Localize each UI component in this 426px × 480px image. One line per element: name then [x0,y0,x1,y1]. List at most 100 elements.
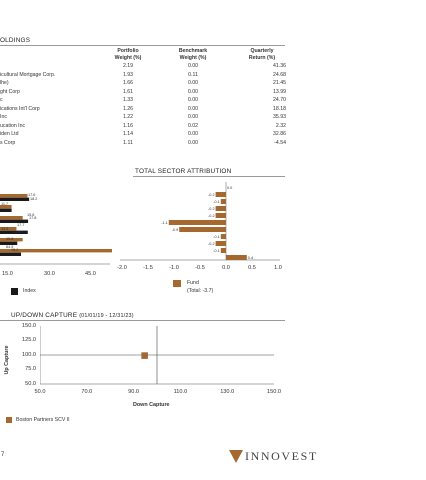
holding-name: c [0,97,3,103]
legend-fund-swatch [173,280,181,287]
holding-quarterly-return: 35.93 [273,114,286,120]
holding-benchmark-weight: 0.00 [187,88,199,95]
updown-x-tick: 130.0 [220,389,235,395]
holding-name: ght Corp [0,88,20,95]
left-value-label: 13.5 [1,227,8,231]
updown-points-group [141,352,148,359]
updown-y-tick: 100.0 [22,351,36,358]
legend-fund-total: (Total: -3.7) [187,288,214,294]
sector-value-label: -0.9 [172,228,179,232]
left-bar-index [0,219,29,223]
holding-name: ications Int'l Corp [0,105,40,112]
legend-index-label: Index [23,288,36,294]
holding-portfolio-weight: 1.22 [122,114,134,120]
updown-x-tick: 110.0 [173,389,188,395]
sector-bar [220,248,226,253]
col-header-quarterly-return-text: Quarterly Return (%) [248,48,276,61]
sector-x-tick: -0.5 [195,265,205,271]
left-bar-fund [0,216,23,220]
left-value-label: 18.2 [30,197,37,201]
legend-index-swatch [11,288,18,295]
holdings-title: OLDINGS [0,37,31,44]
sector-value-labels-group: 0.0 -0.2 -0.1 -0.2 -0.2 -1.1 -0.9 -0.1 -0.2 -0.1 0… [161,186,253,260]
left-xtick-30: 30.0 [44,271,55,277]
left-value-label: 11.7 [1,202,8,206]
updown-x-tick: 90.0 [128,389,140,395]
updown-date-range: (01/01/19 - 12/31/23) [79,313,134,319]
left-value-label: 17.7 [17,223,24,227]
holding-name: icultural Mortgage Corp. [0,71,56,78]
holding-quarterly-return: 18.18 [273,105,286,112]
left-bar-fund [0,205,12,209]
holding-name: Inc [0,114,7,120]
innovest-logo-mark-icon [229,450,243,463]
holding-portfolio-weight: 2.19 [122,63,134,69]
left-value-labels-group: 17.618.211.715.817.817.713.513.815.864.5… [1,193,37,252]
updown-x-tick: 50.0 [34,389,46,395]
left-bar-index [0,208,12,212]
holding-quarterly-return: 32.86 [273,131,286,137]
sector-bar [179,227,226,232]
sector-x-tick: -1.0 [169,265,179,271]
holding-quarterly-return: 24.70 [273,97,286,103]
left-value-label: 17.8 [29,216,36,220]
sector-x-tick: 0.5 [248,265,256,271]
col-header-quarterly-return: Quarterly Return (%) [238,48,286,61]
left-bars-group [0,194,112,256]
left-bar-fund [0,249,112,253]
left-bar-index [0,230,28,234]
holding-benchmark-weight: 0.11 [188,71,198,78]
sector-bars-group [168,185,247,260]
sector-value-label: 0.0 [227,186,232,190]
holding-portfolio-weight: 1.11 [123,139,133,146]
col-header-portfolio-weight: Portfolio Weight (%) [105,48,151,61]
holding-quarterly-return: 24.68 [273,71,286,78]
sector-x-tick: -2.0 [117,265,127,271]
sector-value-label: -0.2 [208,193,215,197]
updown-xlabel: Down Capture [133,402,170,408]
updown-title-text: UP/DOWN CAPTURE [11,312,78,319]
left-value-label: 64.5 [6,245,13,249]
holding-portfolio-weight: 1.66 [122,80,134,86]
sector-value-label: -1.1 [161,221,168,225]
holding-quarterly-return: -4.54 [274,139,286,146]
sector-x-tick: 1.0 [274,265,282,271]
sector-value-label: -0.2 [208,207,215,211]
sector-bar [215,213,226,218]
left-bar-fund [0,238,23,242]
sector-value-label: -0.2 [208,214,215,218]
holding-quarterly-return: 21.45 [273,80,286,86]
holding-portfolio-weight: 1.33 [122,97,134,103]
left-bar-index [0,252,22,256]
holding-name: s Corp [0,139,16,146]
sector-value-label: -0.1 [213,249,220,253]
holdings-title-rule [0,45,285,46]
updown-point [141,352,148,359]
col-header-benchmark-weight-text: Benchmark Weight (%) [178,48,208,61]
sector-bar [215,241,226,246]
left-value-label: 17.6 [28,193,35,197]
left-value-label: 13.8 [13,230,20,234]
sector-bar [220,199,226,204]
left-value-label: 15.2 [11,248,18,252]
updown-y-tick: 125.0 [22,337,36,343]
legend-boston-label: Boston Partners SCV II [16,417,70,423]
updown-title: UP/DOWN CAPTURE (01/01/19 - 12/31/23) [11,312,134,319]
sector-attribution-chart: 0.0 -0.2 -0.1 -0.2 -0.2 -1.1 -0.9 -0.1 -0.2 -0.1 0… [120,182,280,261]
sector-value-label: -0.1 [213,235,220,239]
updown-y-tick: 50.0 [25,380,36,387]
sector-x-tick: 0.0 [222,265,230,271]
updown-scatter-chart [40,326,274,385]
holding-portfolio-weight: 1.93 [122,71,134,78]
holding-name: lhe) [0,80,9,86]
left-value-label: 15.8 [6,237,13,241]
sector-bar [220,234,226,239]
legend-boston-swatch [6,417,12,423]
holding-name: ucation Inc [0,122,26,129]
left-value-label: 15.8 [27,213,34,217]
sector-x-tick: -1.5 [143,265,153,271]
sector-bar [168,220,226,225]
holding-portfolio-weight: 1.14 [122,131,134,137]
holding-portfolio-weight: 1.16 [122,122,134,129]
sector-bar [226,255,247,260]
